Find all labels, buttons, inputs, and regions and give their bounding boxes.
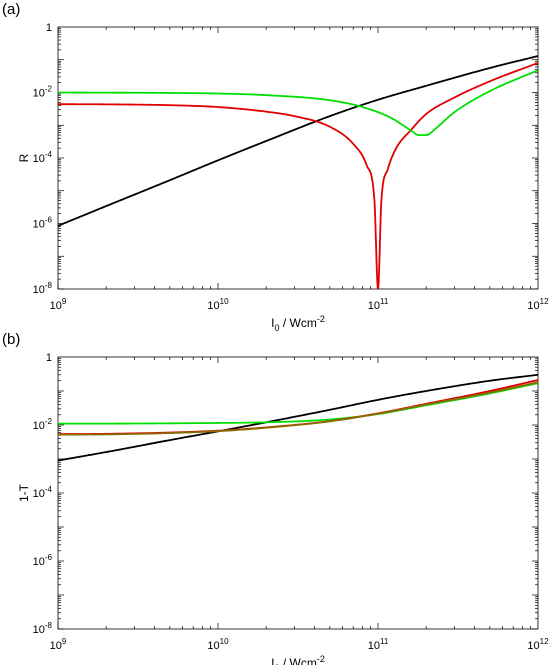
y-tick-label: 10-4 bbox=[33, 485, 53, 500]
y-tick-label: 10-2 bbox=[33, 85, 53, 100]
x-tick-label: 1012 bbox=[527, 637, 549, 652]
y-tick-label: 1 bbox=[46, 352, 52, 364]
x-tick-label: 1011 bbox=[368, 297, 389, 312]
x-tick-label: 1012 bbox=[527, 297, 549, 312]
x-tick-label: 109 bbox=[50, 297, 67, 312]
x-axis-label: I0 / Wcm-2 bbox=[271, 314, 325, 333]
series-line bbox=[58, 55, 538, 227]
x-axis-label: I0 / Wcm-2 bbox=[271, 654, 325, 665]
x-tick-label: 1010 bbox=[207, 297, 229, 312]
y-tick-label: 1 bbox=[46, 22, 52, 34]
series-line bbox=[58, 69, 538, 137]
chart-panel-0: (a) 109 1010 1011 1012 10-8 10-6 10-4 10-2 1 I0 / … bbox=[2, 1, 549, 333]
x-tick-label: 1011 bbox=[368, 637, 389, 652]
series-line bbox=[58, 381, 538, 436]
y-axis-label: R bbox=[17, 153, 31, 162]
panel-label: (b) bbox=[2, 331, 20, 348]
series-line bbox=[58, 373, 538, 462]
y-tick-label: 10-8 bbox=[33, 621, 53, 636]
x-tick-label: 1010 bbox=[207, 637, 229, 652]
chart-panel-1: (b) 109 1010 1011 1012 10-8 10-6 10-4 10-2 1 I0 / … bbox=[2, 331, 549, 665]
series-group bbox=[58, 55, 538, 289]
y-tick-label: 10-6 bbox=[33, 216, 53, 231]
y-tick-label: 10-2 bbox=[33, 417, 53, 432]
series-group bbox=[58, 373, 538, 462]
y-tick-label: 10-4 bbox=[33, 150, 53, 165]
plot-area bbox=[57, 356, 539, 630]
plot-area bbox=[57, 26, 539, 290]
x-tick-label: 109 bbox=[50, 637, 67, 652]
y-tick-label: 10-8 bbox=[33, 281, 53, 296]
panel-label: (a) bbox=[2, 1, 20, 18]
series-line bbox=[58, 62, 538, 289]
y-axis-label: 1-T bbox=[17, 483, 31, 502]
y-tick-label: 10-6 bbox=[33, 553, 53, 568]
axis-ticks bbox=[57, 357, 538, 630]
